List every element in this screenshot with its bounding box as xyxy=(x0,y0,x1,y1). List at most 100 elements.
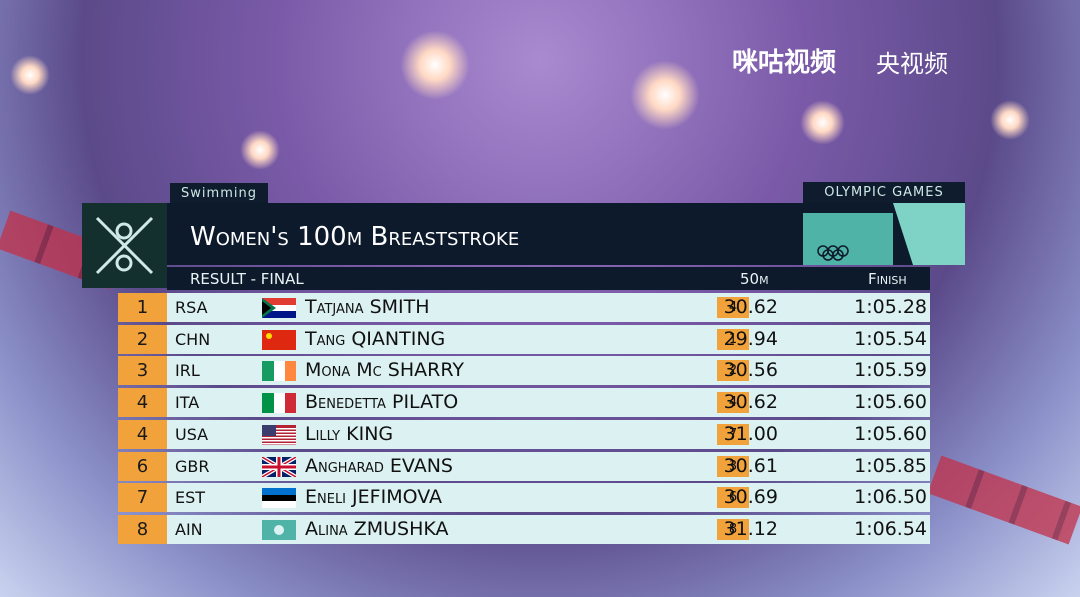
athlete-name: Tang QIANTING xyxy=(305,327,446,350)
split-time: 30.62 xyxy=(723,391,778,414)
result-row: 1 RSA Tatjana SMITH 4 30.62 1:05.28 xyxy=(118,293,930,322)
row-body: GBR Angharad EVANS 3 30.61 1:05.85 xyxy=(167,451,930,481)
flag-image xyxy=(260,454,298,479)
split-time: 30.56 xyxy=(723,359,778,382)
split-rank: 1 xyxy=(717,328,749,350)
row-body: CHN Tang QIANTING 1 29.94 1:05.54 xyxy=(167,324,930,354)
country-code: AIN xyxy=(175,519,203,539)
split-rank: 8 xyxy=(717,518,749,540)
broadcaster-logo: 咪咕视频 xyxy=(732,48,837,78)
flag xyxy=(262,519,296,544)
athlete-name: Mona Mc SHARRY xyxy=(305,359,464,382)
athlete-name: Angharad EVANS xyxy=(305,454,453,477)
rank: 1 xyxy=(118,293,167,322)
athlete-name: Alina ZMUSHKA xyxy=(305,517,449,540)
country-code: CHN xyxy=(175,329,211,349)
flag-image xyxy=(262,329,296,350)
flag xyxy=(262,488,296,512)
light xyxy=(990,100,1030,140)
finish-time: 1:05.60 xyxy=(854,422,927,445)
rank: 7 xyxy=(118,483,167,513)
light xyxy=(400,30,470,100)
result-row: 6 GBR Angharad EVANS 3 30.61 1:05.85 xyxy=(118,451,930,481)
sport-tab: Swimming xyxy=(170,183,268,203)
flag xyxy=(262,393,296,417)
athlete-name: Tatjana SMITH xyxy=(305,296,430,318)
column-header: 50m xyxy=(740,270,769,288)
split-rank: 6 xyxy=(717,487,749,509)
row-body: AIN Alina ZMUSHKA 8 31.12 1:06.54 xyxy=(167,514,930,544)
country-code: IRL xyxy=(175,361,200,381)
rank: 3 xyxy=(118,356,167,386)
games-emblem xyxy=(783,203,965,265)
split-time: 31.00 xyxy=(723,422,778,445)
split-rank: 7 xyxy=(717,423,749,445)
split-time: 30.61 xyxy=(723,454,778,477)
split-rank: 2 xyxy=(717,360,749,382)
lane-rope xyxy=(927,455,1080,545)
flag-image xyxy=(262,361,296,382)
row-body: USA Lilly KING 7 31.00 1:05.60 xyxy=(167,419,930,449)
finish-time: 1:05.54 xyxy=(854,327,927,350)
rank: 8 xyxy=(118,514,167,544)
split-time: 30.69 xyxy=(723,486,778,509)
finish-time: 1:05.28 xyxy=(854,296,927,318)
result-label: RESULT - FINAL xyxy=(190,270,304,288)
split-rank: 4 xyxy=(717,392,749,414)
country-code: ITA xyxy=(175,393,200,413)
flag-image xyxy=(262,488,296,509)
event-title: Women's 100m Breaststroke xyxy=(190,222,520,252)
finish-time: 1:06.50 xyxy=(854,486,927,509)
split-rank: 4 xyxy=(717,297,749,318)
flag xyxy=(262,424,296,449)
result-row: 3 IRL Mona Mc SHARRY 2 30.56 1:05.59 xyxy=(118,356,930,386)
flag xyxy=(262,329,296,354)
finish-time: 1:05.60 xyxy=(854,391,927,414)
country-code: USA xyxy=(175,424,209,444)
swim-pictogram xyxy=(95,216,154,275)
broadcaster-logo: 央视频 xyxy=(876,50,948,78)
games-tab: OLYMPIC GAMES xyxy=(803,182,965,203)
flag xyxy=(262,298,296,322)
flag-image xyxy=(262,393,296,414)
rank: 4 xyxy=(118,388,167,418)
result-row: 7 EST Eneli JEFIMOVA 6 30.69 1:06.50 xyxy=(118,483,930,513)
athlete-name: Lilly KING xyxy=(305,422,394,445)
light xyxy=(240,130,280,170)
row-body: EST Eneli JEFIMOVA 6 30.69 1:06.50 xyxy=(167,483,930,513)
country-code: GBR xyxy=(175,456,210,476)
finish-time: 1:05.85 xyxy=(854,454,927,477)
flag-image xyxy=(262,519,296,540)
result-row: 4 USA Lilly KING 7 31.00 1:05.60 xyxy=(118,419,930,449)
flag xyxy=(260,454,298,481)
flag-image xyxy=(262,298,296,318)
flag-image xyxy=(262,424,296,445)
result-row: 2 CHN Tang QIANTING 1 29.94 1:05.54 xyxy=(118,324,930,354)
result-row: 4 ITA Benedetta PILATO 4 30.62 1:05.60 xyxy=(118,388,930,418)
column-header: Finish xyxy=(868,270,907,288)
split-time: 30.62 xyxy=(723,296,778,318)
country-code: RSA xyxy=(175,298,208,317)
finish-time: 1:06.54 xyxy=(854,517,927,540)
rank: 2 xyxy=(118,324,167,354)
light xyxy=(800,100,845,145)
rank: 4 xyxy=(118,419,167,449)
country-code: EST xyxy=(175,488,206,508)
result-row: 8 AIN Alina ZMUSHKA 8 31.12 1:06.54 xyxy=(118,514,930,544)
sport-icon xyxy=(82,203,167,288)
finish-time: 1:05.59 xyxy=(854,359,927,382)
light xyxy=(630,60,700,130)
light xyxy=(10,55,50,95)
row-body: IRL Mona Mc SHARRY 2 30.56 1:05.59 xyxy=(167,356,930,386)
flag xyxy=(262,361,296,385)
row-body: RSA Tatjana SMITH 4 30.62 1:05.28 xyxy=(167,293,930,322)
athlete-name: Eneli JEFIMOVA xyxy=(305,486,442,509)
split-time: 29.94 xyxy=(723,327,778,350)
result-bar xyxy=(167,267,930,290)
row-body: ITA Benedetta PILATO 4 30.62 1:05.60 xyxy=(167,388,930,418)
split-time: 31.12 xyxy=(723,517,778,540)
rank: 6 xyxy=(118,451,167,481)
split-rank: 3 xyxy=(717,455,749,477)
athlete-name: Benedetta PILATO xyxy=(305,391,459,414)
